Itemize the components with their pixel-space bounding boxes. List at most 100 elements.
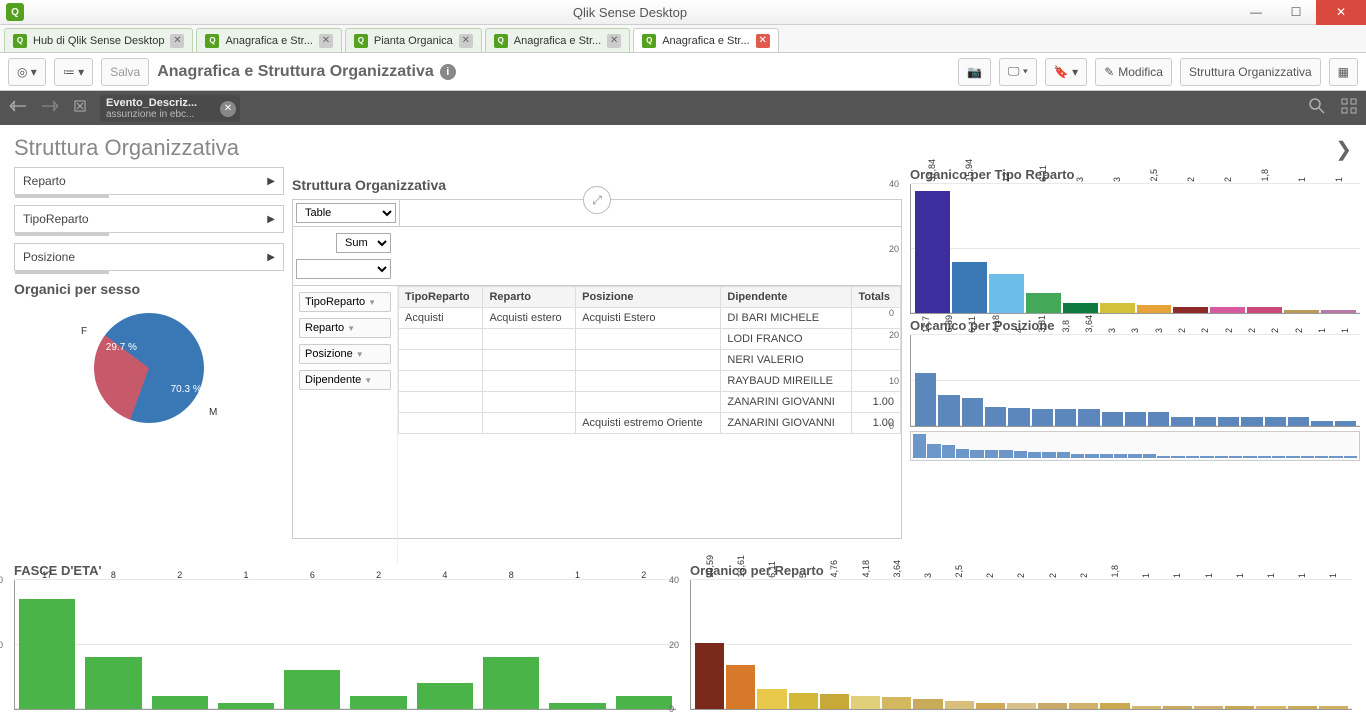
bar[interactable]: 4,18 xyxy=(985,335,1006,426)
filter-field[interactable]: Posizione▶ xyxy=(14,243,284,271)
bar[interactable]: 1,8 xyxy=(1247,184,1282,313)
bar[interactable]: 3 xyxy=(1125,335,1146,426)
bar[interactable]: 37,84 xyxy=(915,184,950,313)
bar[interactable]: 1 xyxy=(1132,580,1161,709)
bar[interactable]: 1 xyxy=(1321,184,1356,313)
bar[interactable]: 8 xyxy=(483,580,539,709)
selections-tool-button[interactable] xyxy=(1340,97,1358,120)
bar[interactable]: 1,8 xyxy=(1100,580,1129,709)
bar[interactable]: 3 xyxy=(1102,335,1123,426)
window-close-button[interactable]: ✕ xyxy=(1316,0,1366,25)
bar[interactable]: 1 xyxy=(218,580,274,709)
save-button[interactable]: Salva xyxy=(101,58,149,86)
bookmark-button[interactable]: 🔖 ▾ xyxy=(1045,58,1087,86)
bar[interactable]: 6,89 xyxy=(938,335,959,426)
tab-close-button[interactable]: ✕ xyxy=(756,34,770,48)
bar[interactable]: 4 xyxy=(1008,335,1029,426)
bar[interactable]: 2 xyxy=(152,580,208,709)
bar[interactable]: 8 xyxy=(85,580,141,709)
bar[interactable]: 1 xyxy=(1288,580,1317,709)
pivot-measure-select[interactable] xyxy=(296,259,391,279)
bar[interactable]: 2 xyxy=(1173,184,1208,313)
chart-posizione[interactable]: Orcanico per Posizione 0102011,76,896,11… xyxy=(910,318,1360,461)
pivot-row[interactable]: ZANARINI GIOVANNI1.00 xyxy=(399,392,901,413)
bar[interactable]: 3 xyxy=(913,580,942,709)
pivot-header[interactable]: Dipendente xyxy=(721,287,852,308)
bar[interactable]: 3,64 xyxy=(882,580,911,709)
tab-close-button[interactable]: ✕ xyxy=(459,34,473,48)
bar[interactable]: 2 xyxy=(1210,184,1245,313)
pivot-table-object[interactable]: ⤢ Table Sum TipoReparto▼Reparto▼Posizion… xyxy=(292,199,902,539)
selection-back-button[interactable] xyxy=(8,99,28,118)
pivot-dimension-pill[interactable]: Reparto▼ xyxy=(299,318,391,338)
app-tab[interactable]: QAnagrafica e Str...✕ xyxy=(196,28,341,52)
pivot-dimension-pill[interactable]: TipoReparto▼ xyxy=(299,292,391,312)
tab-close-button[interactable]: ✕ xyxy=(319,34,333,48)
snapshot-button[interactable]: 📷 xyxy=(958,58,991,86)
bar[interactable]: 17 xyxy=(19,580,75,709)
pivot-dimension-pill[interactable]: Dipendente▼ xyxy=(299,370,391,390)
bar[interactable]: 1 xyxy=(1194,580,1223,709)
present-button[interactable]: 🖵 ▾ xyxy=(999,58,1037,86)
pivot-dimension-pill[interactable]: Posizione▼ xyxy=(299,344,391,364)
app-tab[interactable]: QAnagrafica e Str...✕ xyxy=(485,28,630,52)
bar[interactable]: 2 xyxy=(1265,335,1286,426)
pivot-row[interactable]: LODI FRANCO xyxy=(399,329,901,350)
bar[interactable]: 2,5 xyxy=(1137,184,1172,313)
bar[interactable]: 2 xyxy=(1171,335,1192,426)
bar[interactable]: 3 xyxy=(1063,184,1098,313)
window-minimize-button[interactable]: — xyxy=(1236,0,1276,25)
pivot-header[interactable]: Totals xyxy=(852,287,901,308)
bar[interactable]: 2 xyxy=(1218,335,1239,426)
bar[interactable]: 2 xyxy=(1069,580,1098,709)
pivot-header[interactable]: Posizione xyxy=(576,287,721,308)
selection-clear-button[interactable] xyxy=(72,98,88,119)
bar[interactable]: 2 xyxy=(350,580,406,709)
pivot-data-grid[interactable]: TipoRepartoRepartoPosizioneDipendenteTot… xyxy=(398,286,901,564)
pivot-row[interactable]: RAYBAUD MIREILLE xyxy=(399,371,901,392)
bar[interactable]: 6,11 xyxy=(757,580,786,709)
chart-eta[interactable]: FASCE D'ETA' 0102017821624812 xyxy=(14,563,676,728)
bar[interactable]: 1 xyxy=(1163,580,1192,709)
bar[interactable]: 1 xyxy=(1256,580,1285,709)
pivot-view-select[interactable]: Table xyxy=(296,203,396,223)
pivot-row[interactable]: AcquistiAcquisti esteroAcquisti EsteroDI… xyxy=(399,308,901,329)
sheets-grid-button[interactable]: ▦ xyxy=(1329,58,1358,86)
bar[interactable]: 1 xyxy=(549,580,605,709)
bar[interactable]: 1 xyxy=(1284,184,1319,313)
pivot-row[interactable]: NERI VALERIO xyxy=(399,350,901,371)
bar[interactable]: 3 xyxy=(1100,184,1135,313)
bar[interactable]: 20,59 xyxy=(695,580,724,709)
filter-field[interactable]: Reparto▶ xyxy=(14,167,284,195)
bar[interactable]: 2,5 xyxy=(945,580,974,709)
bar[interactable]: 4,76 xyxy=(820,580,849,709)
tab-close-button[interactable]: ✕ xyxy=(170,34,184,48)
bar[interactable]: 1 xyxy=(1311,335,1332,426)
bar[interactable]: 4,18 xyxy=(851,580,880,709)
search-button[interactable] xyxy=(1308,97,1326,120)
bar[interactable]: 2 xyxy=(1288,335,1309,426)
filter-field[interactable]: TipoReparto▶ xyxy=(14,205,284,233)
bar[interactable]: 6,11 xyxy=(1026,184,1061,313)
pivot-header[interactable]: TipoReparto xyxy=(399,287,483,308)
bar[interactable]: 2 xyxy=(1195,335,1216,426)
bar[interactable]: 1 xyxy=(1225,580,1254,709)
tab-close-button[interactable]: ✕ xyxy=(607,34,621,48)
pivot-header[interactable]: Reparto xyxy=(483,287,576,308)
bar[interactable]: 13,61 xyxy=(726,580,755,709)
next-sheet-button[interactable]: ❯ xyxy=(1335,137,1352,162)
bar[interactable]: 11,7 xyxy=(915,335,936,426)
bar[interactable]: 6,11 xyxy=(962,335,983,426)
bar[interactable]: 4 xyxy=(417,580,473,709)
selection-chip[interactable]: Evento_Descriz... assunzione in ebc... ✕ xyxy=(100,95,240,122)
selection-forward-button[interactable] xyxy=(40,99,60,118)
bar[interactable]: 12 xyxy=(989,184,1024,313)
app-tab[interactable]: QHub di Qlik Sense Desktop✕ xyxy=(4,28,193,52)
bar[interactable]: 2 xyxy=(1007,580,1036,709)
pie-chart[interactable]: 70.3 % 29.7 % M F xyxy=(14,303,284,433)
selection-chip-remove[interactable]: ✕ xyxy=(220,101,236,117)
bar[interactable]: 6 xyxy=(284,580,340,709)
window-maximize-button[interactable]: ☐ xyxy=(1276,0,1316,25)
chart-reparto[interactable]: Organico per Reparto 0204020,5913,616,11… xyxy=(690,563,1352,728)
pivot-agg-select[interactable]: Sum xyxy=(336,233,391,253)
